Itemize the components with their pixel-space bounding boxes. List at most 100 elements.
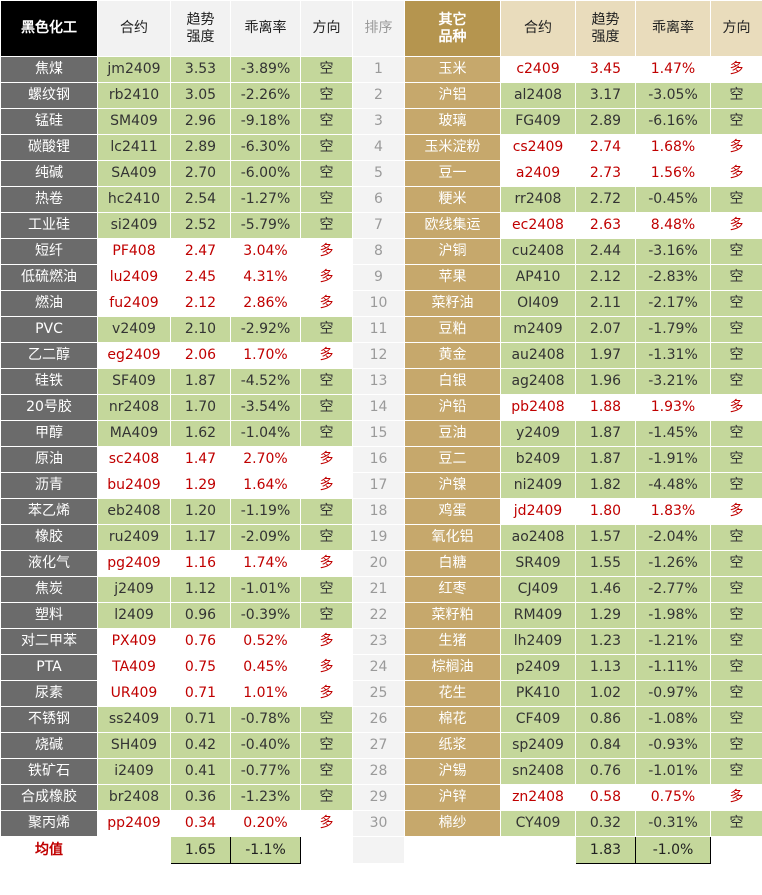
variety-name: PTA bbox=[0, 654, 98, 681]
cell: 1.47% bbox=[635, 56, 711, 83]
cell: 8.48% bbox=[635, 212, 711, 239]
cell: -3.54% bbox=[230, 394, 301, 421]
cell: 空 bbox=[710, 524, 762, 551]
cell: c2409 bbox=[500, 56, 576, 83]
cell: 空 bbox=[710, 446, 762, 473]
row: 对二甲苯 PX409 0.76 0.52% 多 23 生猪 lh2409 1.23 -1.21% 空 bbox=[0, 628, 762, 655]
cell: pg2409 bbox=[97, 550, 171, 577]
row: 不锈钢 ss2409 0.71 -0.78% 空 26 棉花 CF409 0.86 -1.08% 空 bbox=[0, 706, 762, 733]
rank: 6 bbox=[352, 186, 405, 213]
variety-name: 工业硅 bbox=[0, 212, 98, 239]
cell: lc2411 bbox=[97, 134, 171, 161]
cell: 空 bbox=[300, 498, 353, 525]
rank: 14 bbox=[352, 394, 405, 421]
cell: 空 bbox=[300, 784, 353, 811]
cell: al2408 bbox=[500, 82, 576, 109]
cell: 1.70 bbox=[170, 394, 231, 421]
cell: m2409 bbox=[500, 316, 576, 343]
cell: 1.96 bbox=[575, 368, 636, 395]
header-cell: 方向 bbox=[710, 0, 762, 57]
average-value: 1.65 bbox=[170, 836, 231, 864]
cell: 2.07 bbox=[575, 316, 636, 343]
cell: bu2409 bbox=[97, 472, 171, 499]
cell: ec2408 bbox=[500, 212, 576, 239]
variety-name: 烧碱 bbox=[0, 732, 98, 759]
cell: jd2409 bbox=[500, 498, 576, 525]
cell: sp2409 bbox=[500, 732, 576, 759]
rank: 12 bbox=[352, 342, 405, 369]
cell: rr2408 bbox=[500, 186, 576, 213]
cell: -4.52% bbox=[230, 368, 301, 395]
cell: j2409 bbox=[97, 576, 171, 603]
cell: 2.12 bbox=[170, 290, 231, 317]
rank: 11 bbox=[352, 316, 405, 343]
cell: 4.31% bbox=[230, 264, 301, 291]
cell: 多 bbox=[710, 394, 762, 421]
cell: PX409 bbox=[97, 628, 171, 655]
cell: -2.17% bbox=[635, 290, 711, 317]
cell: 多 bbox=[710, 498, 762, 525]
header-cell: 乖离率 bbox=[635, 0, 711, 57]
cell: -3.89% bbox=[230, 56, 301, 83]
variety-name: 苯乙烯 bbox=[0, 498, 98, 525]
variety-name: 热卷 bbox=[0, 186, 98, 213]
cell: PK410 bbox=[500, 680, 576, 707]
cell: au2408 bbox=[500, 342, 576, 369]
cell: 空 bbox=[710, 680, 762, 707]
cell: 0.34 bbox=[170, 810, 231, 837]
rank: 23 bbox=[352, 628, 405, 655]
cell: 1.88 bbox=[575, 394, 636, 421]
cell: 1.93% bbox=[635, 394, 711, 421]
variety-name: 原油 bbox=[0, 446, 98, 473]
variety-name: 纯碱 bbox=[0, 160, 98, 187]
cell: 2.44 bbox=[575, 238, 636, 265]
row: 苯乙烯 eb2408 1.20 -1.19% 空 18 鸡蛋 jd2409 1.80 1.83% 多 bbox=[0, 498, 762, 525]
cell: -3.16% bbox=[635, 238, 711, 265]
cell: 2.63 bbox=[575, 212, 636, 239]
cell: 多 bbox=[710, 56, 762, 83]
cell: -9.18% bbox=[230, 108, 301, 135]
cell: SH409 bbox=[97, 732, 171, 759]
cell: 0.75% bbox=[635, 784, 711, 811]
row: 甲醇 MA409 1.62 -1.04% 空 15 豆油 y2409 1.87 -1.45% 空 bbox=[0, 420, 762, 447]
cell: 1.83% bbox=[635, 498, 711, 525]
row: 锰硅 SM409 2.96 -9.18% 空 3 玻璃 FG409 2.89 -6.16% 空 bbox=[0, 108, 762, 135]
cell: 1.80 bbox=[575, 498, 636, 525]
row: 乙二醇 eg2409 2.06 1.70% 多 12 黄金 au2408 1.97 -1.31% 空 bbox=[0, 342, 762, 369]
cell: 0.96 bbox=[170, 602, 231, 629]
cell bbox=[404, 836, 501, 864]
cell: -2.04% bbox=[635, 524, 711, 551]
cell: -1.91% bbox=[635, 446, 711, 473]
cell: -4.48% bbox=[635, 472, 711, 499]
cell: 0.71 bbox=[170, 706, 231, 733]
cell: 0.86 bbox=[575, 706, 636, 733]
header-cell: 黑色化工 bbox=[0, 0, 98, 57]
variety-name: 锰硅 bbox=[0, 108, 98, 135]
cell: 空 bbox=[710, 576, 762, 603]
cell: ao2408 bbox=[500, 524, 576, 551]
average-label: 均值 bbox=[0, 836, 98, 864]
ranking-table: 黑色化工 合约 趋势 强度 乖离率 方向 排序 其它 品种 合约 趋势 强度 乖离率 方向 焦煤 jm2… bbox=[0, 0, 762, 864]
cell bbox=[710, 836, 762, 864]
cell: 空 bbox=[710, 186, 762, 213]
cell: FG409 bbox=[500, 108, 576, 135]
row: 热卷 hc2410 2.54 -1.27% 空 6 粳米 rr2408 2.72 -0.45% 空 bbox=[0, 186, 762, 213]
cell: 空 bbox=[710, 290, 762, 317]
cell: lh2409 bbox=[500, 628, 576, 655]
variety-name: 沪铅 bbox=[404, 394, 501, 421]
cell: 1.87 bbox=[170, 368, 231, 395]
cell: fu2409 bbox=[97, 290, 171, 317]
variety-name: 硅铁 bbox=[0, 368, 98, 395]
cell: 空 bbox=[710, 628, 762, 655]
cell: 0.20% bbox=[230, 810, 301, 837]
cell: pp2409 bbox=[97, 810, 171, 837]
cell: 0.36 bbox=[170, 784, 231, 811]
cell: 1.17 bbox=[170, 524, 231, 551]
cell: cu2408 bbox=[500, 238, 576, 265]
cell: 空 bbox=[710, 472, 762, 499]
cell: 0.45% bbox=[230, 654, 301, 681]
variety-name: 沪铝 bbox=[404, 82, 501, 109]
cell: 1.47 bbox=[170, 446, 231, 473]
cell: PF408 bbox=[97, 238, 171, 265]
